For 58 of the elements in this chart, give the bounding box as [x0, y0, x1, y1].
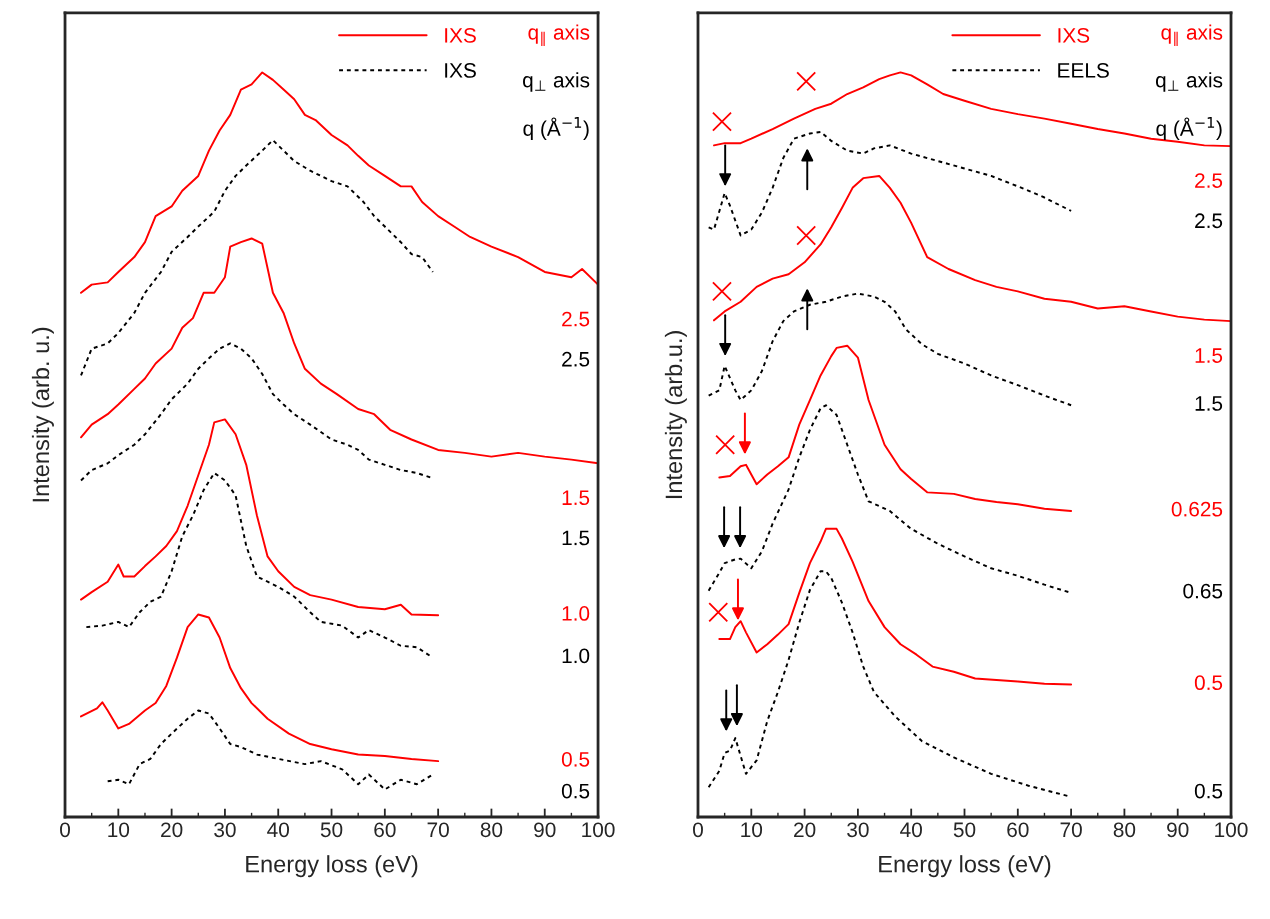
x-tick-label: 10	[741, 822, 763, 838]
x-tick-label: 40	[267, 822, 289, 838]
annotation: 0.625	[1171, 501, 1223, 517]
x-tick-label: 40	[900, 822, 922, 838]
x-tick-label: 70	[1060, 822, 1082, 838]
x-tick-label: 0	[693, 822, 703, 838]
annotation: 0.5	[561, 751, 590, 767]
point	[715, 434, 736, 455]
y-axis-title: Intensity (arb.u.)	[664, 331, 687, 499]
annotation: 0.65	[1183, 583, 1223, 599]
x-tick-label: 10	[108, 822, 130, 838]
x-tick-label: 30	[847, 822, 869, 838]
x-tick-label: 0	[60, 822, 70, 838]
legend-label: IXS	[1058, 28, 1090, 43]
text: q$_{∥}$ axis	[1161, 24, 1223, 47]
x-tick-label: 20	[794, 822, 816, 838]
x-tick-label: 60	[374, 822, 396, 838]
x-axis-title: Energy loss (eV)	[879, 855, 1051, 878]
x-tick-label: 80	[1113, 822, 1136, 838]
x-tick-label: 20	[161, 822, 183, 838]
x-tick-label: 80	[480, 822, 503, 838]
legend-label: IXS	[445, 63, 476, 78]
text: q$_{∥}$ axis	[528, 24, 590, 47]
annotation: 2.5	[1195, 173, 1223, 188]
point	[796, 71, 817, 92]
annotation: q (Å$^{−1}$)	[1156, 117, 1222, 141]
annotation: q$_{⊥}$ axis	[1155, 72, 1223, 92]
point	[708, 602, 729, 623]
x-tick-label: 30	[214, 822, 236, 838]
annotation: 1.5	[562, 490, 590, 506]
annotation: 2.5	[562, 311, 590, 327]
x-axis-title: Energy loss (eV)	[246, 855, 418, 878]
annotation: 0.5	[1194, 675, 1223, 691]
x-tick-label: 50	[953, 822, 976, 838]
annotation: 1.0	[562, 648, 590, 664]
point	[712, 111, 732, 132]
annotation: 2.5	[1195, 213, 1223, 229]
annotation: 1.5	[1195, 348, 1223, 363]
annotation: q (Å$^{−1}$)	[523, 117, 589, 141]
annotation: 0.5	[1194, 783, 1223, 799]
legend-label: IXS	[445, 28, 476, 43]
annotation: q$_{⊥}$ axis	[523, 72, 590, 92]
annotation: 1.5	[562, 530, 590, 546]
x-tick-label: 50	[320, 822, 343, 838]
x-tick-label: 70	[427, 822, 449, 838]
annotation: 1.0	[562, 606, 590, 621]
x-tick-label: 100	[582, 822, 615, 838]
x-tick-label: 90	[534, 822, 556, 838]
point	[712, 281, 732, 302]
annotation: 2.5	[562, 351, 590, 367]
y-axis-title: Intensity (arb. u.)	[31, 327, 54, 502]
x-tick-label: 90	[1167, 822, 1189, 838]
x-tick-label: 100	[1215, 822, 1248, 838]
x-tick-label: 60	[1007, 822, 1029, 838]
annotation: 1.5	[1195, 396, 1223, 411]
legend-label: EELS	[1058, 63, 1109, 78]
annotation: 0.5	[561, 783, 590, 799]
point	[796, 225, 817, 246]
